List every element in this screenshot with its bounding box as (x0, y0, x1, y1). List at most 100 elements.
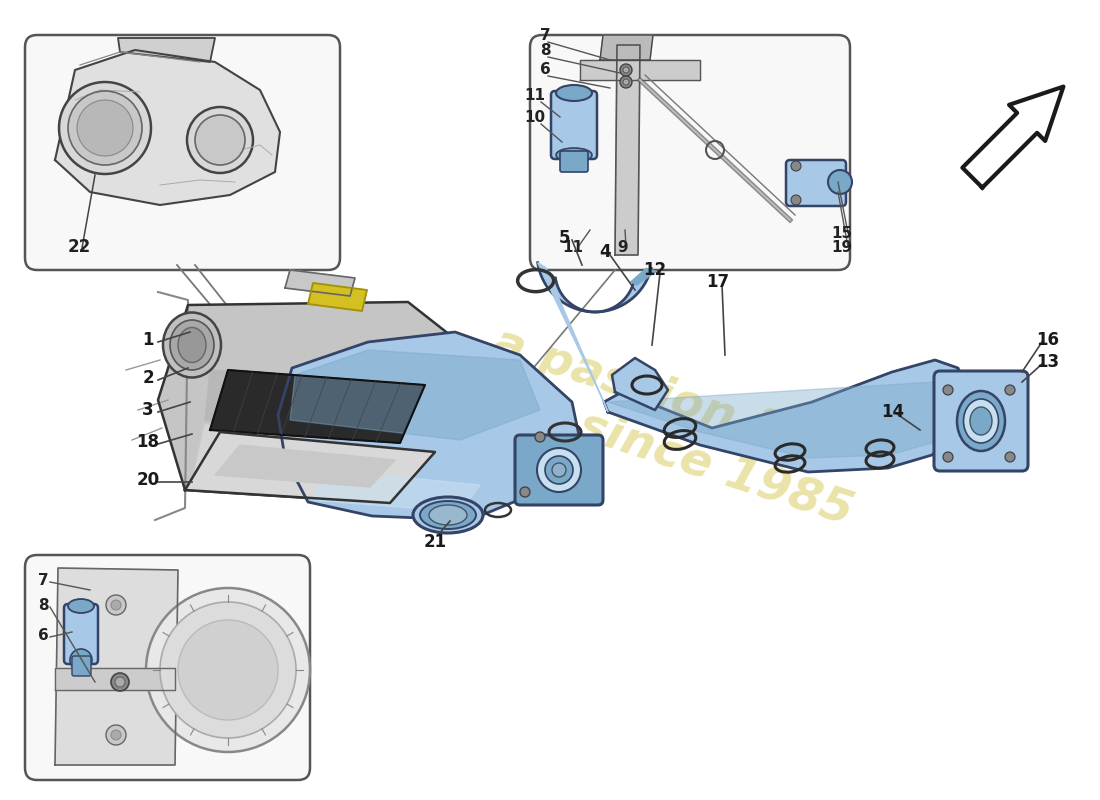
Polygon shape (608, 380, 968, 458)
Polygon shape (615, 45, 640, 255)
Circle shape (623, 67, 629, 73)
Polygon shape (205, 370, 425, 435)
Circle shape (68, 91, 142, 165)
FancyBboxPatch shape (25, 555, 310, 780)
Circle shape (828, 170, 852, 194)
Polygon shape (538, 262, 608, 412)
Circle shape (535, 432, 544, 442)
Text: 6: 6 (540, 62, 550, 77)
Text: 21: 21 (424, 533, 447, 551)
Text: 11: 11 (562, 240, 583, 255)
Polygon shape (290, 350, 540, 440)
Circle shape (111, 730, 121, 740)
FancyBboxPatch shape (934, 371, 1028, 471)
Circle shape (520, 487, 530, 497)
FancyBboxPatch shape (786, 160, 846, 206)
Polygon shape (604, 360, 968, 472)
Polygon shape (285, 270, 355, 296)
Text: 3: 3 (142, 401, 154, 419)
Circle shape (552, 463, 567, 477)
Circle shape (943, 385, 953, 395)
Ellipse shape (556, 148, 592, 162)
Text: 7: 7 (39, 573, 48, 588)
Ellipse shape (970, 407, 992, 435)
Polygon shape (210, 370, 425, 443)
Polygon shape (308, 283, 367, 311)
FancyBboxPatch shape (64, 604, 98, 664)
Text: 5: 5 (559, 229, 571, 247)
Text: a passion for
parts since 1985: a passion for parts since 1985 (425, 306, 876, 534)
Polygon shape (55, 568, 178, 765)
Ellipse shape (163, 313, 221, 378)
Polygon shape (612, 358, 668, 410)
Text: 17: 17 (706, 273, 729, 291)
Polygon shape (310, 470, 480, 512)
Text: 4: 4 (600, 243, 610, 261)
FancyBboxPatch shape (25, 35, 340, 270)
Text: 7: 7 (540, 28, 550, 43)
Polygon shape (185, 432, 434, 503)
Text: 8: 8 (540, 43, 550, 58)
Polygon shape (580, 60, 700, 80)
Ellipse shape (964, 399, 999, 443)
Circle shape (1005, 452, 1015, 462)
Ellipse shape (412, 497, 483, 533)
Circle shape (620, 76, 632, 88)
Ellipse shape (957, 391, 1005, 451)
Circle shape (70, 649, 92, 671)
FancyBboxPatch shape (551, 91, 597, 159)
Polygon shape (118, 38, 214, 62)
Circle shape (195, 115, 245, 165)
Polygon shape (158, 302, 470, 505)
Polygon shape (630, 269, 657, 285)
Polygon shape (600, 35, 653, 60)
Circle shape (791, 195, 801, 205)
Circle shape (1005, 385, 1015, 395)
Polygon shape (214, 445, 395, 487)
Text: 14: 14 (881, 403, 904, 421)
Ellipse shape (429, 505, 468, 525)
Text: 2: 2 (142, 369, 154, 387)
Circle shape (623, 79, 629, 85)
FancyBboxPatch shape (530, 35, 850, 270)
Circle shape (544, 456, 573, 484)
Circle shape (178, 620, 278, 720)
Circle shape (187, 107, 253, 173)
Ellipse shape (420, 501, 476, 529)
Circle shape (77, 100, 133, 156)
Text: 1: 1 (142, 331, 154, 349)
Text: 13: 13 (1036, 353, 1059, 371)
Circle shape (106, 725, 127, 745)
Text: 19: 19 (832, 240, 852, 255)
Text: 10: 10 (525, 110, 546, 125)
Circle shape (146, 588, 310, 752)
Polygon shape (538, 262, 651, 312)
Ellipse shape (556, 85, 592, 101)
Circle shape (111, 600, 121, 610)
Circle shape (116, 677, 125, 687)
Circle shape (791, 161, 801, 171)
Polygon shape (55, 668, 175, 690)
Text: 22: 22 (68, 238, 91, 256)
Ellipse shape (68, 599, 94, 613)
Circle shape (111, 673, 129, 691)
Text: 15: 15 (832, 226, 852, 241)
Circle shape (537, 448, 581, 492)
FancyBboxPatch shape (515, 435, 603, 505)
FancyBboxPatch shape (560, 151, 588, 172)
Polygon shape (962, 86, 1064, 188)
Circle shape (943, 452, 953, 462)
Polygon shape (195, 425, 430, 482)
Circle shape (620, 64, 632, 76)
Ellipse shape (178, 327, 206, 362)
Text: 18: 18 (136, 433, 160, 451)
Ellipse shape (170, 320, 214, 370)
Text: 16: 16 (1036, 331, 1059, 349)
Text: 11: 11 (525, 88, 546, 103)
FancyBboxPatch shape (72, 656, 91, 676)
Circle shape (59, 82, 151, 174)
Text: 8: 8 (39, 598, 48, 613)
Polygon shape (55, 50, 280, 205)
Circle shape (106, 595, 127, 615)
Text: 20: 20 (136, 471, 160, 489)
